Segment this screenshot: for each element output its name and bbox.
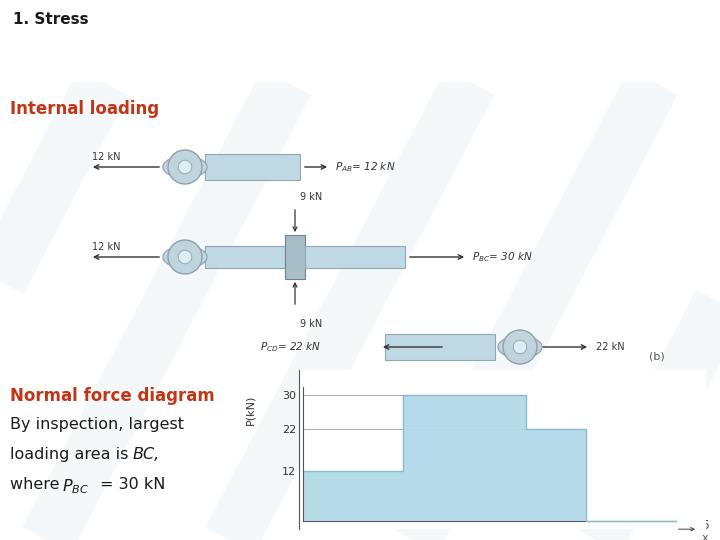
Text: = 30 kN: = 30 kN	[100, 477, 166, 492]
Text: $P_{BC}$: $P_{BC}$	[62, 477, 89, 496]
Ellipse shape	[179, 250, 192, 264]
Text: 22 kN: 22 kN	[596, 342, 625, 352]
Bar	[205, 154, 300, 180]
Text: $P_{BC}$= 30 kN: $P_{BC}$= 30 kN	[472, 250, 533, 264]
Text: where: where	[10, 477, 65, 492]
Bar	[285, 235, 305, 279]
Text: EXAMPLE 1.6 (SOLN): EXAMPLE 1.6 (SOLN)	[13, 52, 223, 70]
Text: Normal force diagram: Normal force diagram	[10, 387, 215, 405]
Ellipse shape	[498, 336, 542, 358]
Text: $P_{CD}$= 22 kN: $P_{CD}$= 22 kN	[260, 340, 321, 354]
Bar	[385, 334, 495, 360]
Text: 12 kN: 12 kN	[92, 152, 120, 162]
Text: 12 kN: 12 kN	[92, 242, 120, 252]
Bar	[205, 246, 285, 268]
Text: $P_{AB}$= 12 kN: $P_{AB}$= 12 kN	[335, 160, 395, 174]
Ellipse shape	[168, 240, 202, 274]
Ellipse shape	[179, 160, 192, 174]
Bar	[305, 246, 405, 268]
Text: BC,: BC,	[133, 447, 161, 462]
Ellipse shape	[163, 156, 207, 178]
Ellipse shape	[163, 246, 207, 268]
Ellipse shape	[503, 330, 537, 364]
Text: P(kN): P(kN)	[245, 395, 255, 425]
Text: Internal loading: Internal loading	[10, 100, 159, 118]
Ellipse shape	[513, 340, 527, 354]
Text: 9 kN: 9 kN	[300, 192, 323, 202]
Text: x: x	[702, 534, 708, 540]
Ellipse shape	[168, 150, 202, 184]
Text: loading area is: loading area is	[10, 447, 133, 462]
Text: (b): (b)	[649, 352, 665, 362]
Text: 9 kN: 9 kN	[300, 319, 323, 329]
Text: 1. Stress: 1. Stress	[13, 12, 89, 28]
Text: By inspection, largest: By inspection, largest	[10, 417, 184, 432]
Text: 45: 45	[694, 519, 710, 532]
